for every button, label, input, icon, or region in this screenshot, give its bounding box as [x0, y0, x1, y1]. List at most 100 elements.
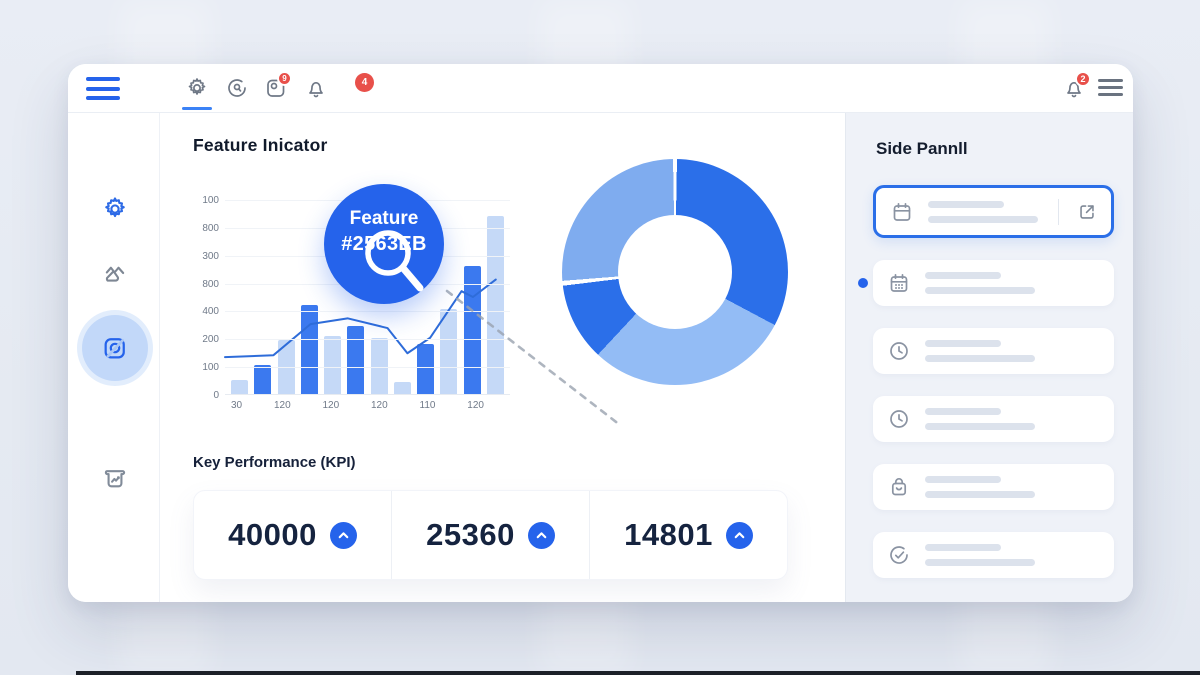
camera-badge: 9: [277, 71, 292, 86]
bar-dark: [254, 364, 272, 394]
sidebar-item-gear-icon[interactable]: [101, 195, 129, 223]
calendar-icon: [890, 200, 914, 224]
bar-dark: [300, 304, 318, 394]
app-window: 9 4 2 Feature Inicator 100 800 300 800 400 2: [68, 64, 1133, 602]
clock-icon: [887, 407, 911, 431]
kpi-cell: 40000: [194, 491, 391, 579]
x-tick: 120: [322, 400, 340, 411]
bar-light: [370, 337, 388, 394]
left-rail: [68, 113, 160, 602]
side-panel-card-2[interactable]: [873, 260, 1114, 306]
skeleton-line-short: [925, 340, 1001, 347]
side-panel-card-row: [873, 328, 1114, 374]
x-tick: 30: [231, 400, 243, 411]
gridline: [225, 367, 510, 369]
y-axis-labels: 100 800 300 800 400 200 100 0: [193, 195, 219, 401]
chevron-up-button[interactable]: [329, 521, 357, 549]
bottom-edge-strip: [76, 671, 1200, 675]
sidebar-item-pot-chart-icon[interactable]: [101, 463, 129, 491]
alert-badge[interactable]: 4: [355, 73, 374, 92]
kpi-cell: 14801: [589, 491, 787, 579]
skeleton-line-long: [925, 559, 1035, 566]
bar-dark: [347, 326, 365, 394]
donut-hole: [618, 215, 732, 329]
card-divider: [1058, 198, 1059, 225]
skeleton-lines: [925, 272, 1035, 294]
calendar-dots-icon: [887, 271, 911, 295]
camera-icon[interactable]: 9: [264, 71, 292, 100]
kpi-value: 25360: [426, 517, 515, 552]
feature-highlight-badge[interactable]: Feature #2563EB: [324, 184, 444, 304]
bar-light: [231, 380, 248, 394]
export-icon[interactable]: [1076, 201, 1098, 223]
kpi-card: 40000 25360 14801: [193, 490, 788, 580]
gear-icon[interactable]: [185, 76, 209, 100]
kpi-cell: 25360: [391, 491, 589, 579]
side-panel-card-row: [858, 260, 1114, 306]
bell-icon[interactable]: [304, 76, 328, 100]
y-tick: 0: [213, 390, 219, 401]
gridline: [225, 339, 510, 341]
active-tab-indicator: [182, 107, 212, 110]
x-tick: 120: [467, 400, 484, 411]
skeleton-line-long: [925, 423, 1035, 430]
notifications-bell-icon[interactable]: 2: [1062, 71, 1091, 100]
chevron-up-button[interactable]: [527, 521, 555, 549]
side-panel-card-5[interactable]: [873, 464, 1114, 510]
skeleton-lines: [925, 544, 1035, 566]
feature-badge-line1: Feature: [349, 208, 419, 229]
bag-icon: [887, 475, 911, 499]
skeleton-lines: [925, 408, 1035, 430]
side-panel-cards: [858, 185, 1114, 600]
skeleton-lines: [928, 200, 1038, 223]
skeleton-line-short: [928, 200, 1004, 208]
history-search-icon[interactable]: [225, 76, 249, 100]
clock-icon: [887, 339, 911, 363]
side-panel-card-row: [873, 185, 1114, 238]
x-tick: 120: [273, 400, 291, 411]
kpi-value: 40000: [228, 517, 317, 552]
menu-icon[interactable]: [86, 77, 120, 100]
skeleton-line-long: [925, 287, 1035, 294]
unread-dot: [858, 278, 868, 288]
side-panel-card-row: [873, 396, 1114, 442]
skeleton-line-long: [925, 355, 1035, 362]
gridline: [225, 311, 510, 313]
magnifier-icon: [365, 230, 424, 292]
side-panel: Side Pannll: [845, 113, 1133, 602]
kpi-heading: Key Performance (KPI): [193, 454, 356, 471]
side-panel-card-1-active[interactable]: [873, 185, 1114, 238]
skeleton-lines: [925, 340, 1035, 362]
skeleton-line-short: [925, 476, 1001, 483]
y-tick: 800: [202, 278, 219, 290]
bell-badge: 2: [1075, 71, 1091, 87]
overflow-menu-icon[interactable]: [1098, 79, 1123, 96]
donut-chart: [562, 159, 788, 385]
side-panel-card-6[interactable]: [873, 532, 1114, 578]
sidebar-item-camera-active[interactable]: [82, 315, 148, 381]
y-tick: 100: [202, 195, 219, 206]
skeleton-lines: [925, 476, 1035, 498]
y-tick: 100: [202, 362, 219, 374]
y-tick: 800: [202, 222, 219, 234]
skeleton-line-short: [925, 408, 1001, 415]
bar-light: [393, 382, 411, 394]
y-tick: 300: [202, 250, 219, 262]
bar-light: [277, 339, 295, 394]
side-panel-card-row: [873, 532, 1114, 578]
side-panel-card-3[interactable]: [873, 328, 1114, 374]
y-tick: 200: [202, 334, 219, 346]
side-panel-card-row: [873, 464, 1114, 510]
top-bar: 9 4 2: [68, 64, 1133, 113]
chevron-up-button[interactable]: [725, 521, 753, 549]
x-tick: 110: [419, 400, 436, 411]
skeleton-line-short: [925, 544, 1001, 551]
x-axis-labels: 30 120 120 120 110 120: [225, 400, 510, 411]
bar-dark: [417, 343, 435, 394]
sidebar-item-landscape-icon[interactable]: [101, 259, 129, 287]
skeleton-line-long: [928, 215, 1038, 223]
side-panel-card-4[interactable]: [873, 396, 1114, 442]
kpi-value: 14801: [624, 517, 713, 552]
side-panel-title: Side Pannll: [876, 139, 968, 158]
bar-light: [324, 335, 342, 394]
